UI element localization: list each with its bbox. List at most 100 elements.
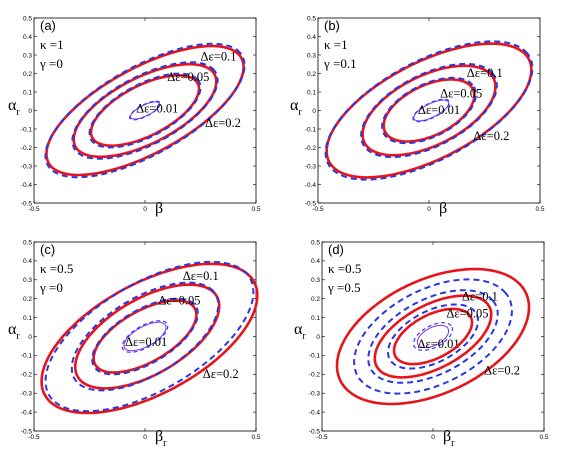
contour-label: Δε=0.1 [201, 50, 237, 64]
x-tick-label: -0.5 [28, 434, 40, 441]
contour-label: Δε=0.05 [158, 293, 200, 307]
y-axis-label-subscript: r [298, 107, 302, 118]
contour-label: Δε=0.05 [440, 87, 482, 101]
y-tick-label: 0.3 [23, 52, 32, 59]
contour-label: Δε=0.1 [183, 269, 219, 283]
y-tick-label: 0.3 [307, 52, 316, 59]
contour-dashed-3 [324, 40, 534, 181]
y-tick-label: 0 [28, 108, 32, 115]
contour-solid-3 [40, 262, 259, 415]
x-axis-label-subscript: r [451, 438, 455, 449]
y-tick-label: 0.1 [23, 89, 32, 96]
y-tick-label: 0.5 [23, 239, 32, 246]
y-tick-label: 0.1 [311, 315, 320, 322]
y-tick-label: -0.4 [21, 409, 33, 416]
x-tick-label: 0.5 [535, 206, 544, 213]
x-tick-label: -0.5 [28, 206, 40, 213]
contour-label: Δε=0.2 [203, 367, 239, 381]
param-label: κ =1 [40, 37, 64, 52]
contour-dashed-3 [44, 260, 255, 413]
y-axis-label-subscript: r [302, 331, 306, 342]
y-tick-label: -0.1 [21, 126, 33, 133]
y-tick-label: -0.3 [21, 163, 33, 170]
y-axis-label: αr [294, 321, 306, 342]
x-axis-label: β [439, 200, 447, 217]
y-tick-label: 0.4 [307, 34, 316, 41]
contour-dashed-3 [353, 278, 513, 395]
contour-label: Δε=0.2 [473, 129, 509, 143]
contour-dashed-0 [412, 98, 451, 123]
y-tick-label: 0.4 [311, 258, 320, 265]
x-axis-label-subscript: r [163, 438, 167, 449]
y-tick-label: 0.1 [23, 315, 32, 322]
param-label: γ =0 [39, 280, 63, 295]
y-tick-label: -0.1 [21, 353, 33, 360]
contour-label: Δε=0.1 [462, 290, 498, 304]
y-tick-label: -0.2 [309, 372, 321, 379]
contour-dashed-1 [381, 76, 477, 145]
contour-dashed-3 [44, 42, 246, 179]
panel-a: 0.5 0.4 0.3 0.2 0.1 0 -0.1 -0.2 -0.3 -0.4 -0.5-0.5… [8, 15, 261, 217]
y-tick-label: 0.2 [307, 71, 316, 78]
y-tick-label: -0.1 [309, 353, 321, 360]
contour-label: Δε=0.05 [446, 307, 488, 321]
contour-solid-2 [73, 283, 221, 390]
contour-dashed-2 [71, 61, 219, 160]
contour-label: Δε=0.2 [205, 116, 241, 130]
contour-label: Δε=0.01 [417, 337, 459, 351]
y-tick-label: 0.5 [307, 15, 316, 22]
panel-label: (d) [328, 242, 344, 257]
contour-solid-2 [373, 294, 493, 379]
contour-label: Δε=0.1 [467, 66, 503, 80]
panel-label: (b) [324, 18, 340, 33]
y-tick-label: 0.3 [311, 277, 320, 284]
contour-dashed-1 [91, 297, 199, 376]
y-tick-label: 0.3 [23, 277, 32, 284]
contour-label: Δε=0.01 [418, 103, 460, 117]
y-tick-label: 0.4 [23, 258, 32, 265]
x-tick-label: 0 [431, 434, 435, 441]
param-label: κ =0.5 [328, 261, 361, 276]
y-tick-label: 0 [28, 334, 32, 341]
panel-label: (a) [40, 18, 56, 33]
x-tick-label: 0.5 [251, 434, 260, 441]
y-tick-label: -0.4 [21, 182, 33, 189]
panel-d: 0.5 0.4 0.3 0.2 0.1 0 -0.1 -0.2 -0.3 -0.4 -0.5-0.5… [294, 239, 549, 449]
param-label: κ =0.5 [40, 261, 73, 276]
contour-dashed-2 [360, 63, 498, 158]
x-tick-label: 0 [143, 206, 147, 213]
y-tick-label: -0.2 [21, 145, 33, 152]
y-axis-label: αr [290, 97, 302, 118]
contour-solid-1 [89, 73, 201, 148]
contour-solid-3 [335, 267, 531, 406]
contour-label: Δε=0.01 [125, 335, 167, 349]
y-tick-label: -0.5 [309, 428, 321, 435]
y-tick-label: -0.3 [21, 391, 33, 398]
y-tick-label: 0.1 [307, 89, 316, 96]
contour-label: Δε=0.05 [167, 70, 209, 84]
x-axis-label: β [155, 200, 163, 217]
contour-solid-0 [416, 324, 450, 349]
x-tick-label: 0.5 [251, 206, 260, 213]
y-tick-label: -0.5 [305, 200, 317, 207]
contour-dashed-2 [70, 281, 220, 392]
y-tick-label: -0.2 [21, 372, 33, 379]
y-tick-label: 0 [316, 334, 320, 341]
y-tick-label: 0.2 [311, 296, 320, 303]
contour-dashed-2 [367, 289, 499, 384]
contour-dashed-0 [129, 100, 161, 121]
contour-dashed-0 [412, 322, 454, 351]
y-axis-label-subscript: r [16, 331, 20, 342]
param-label: γ =0.1 [323, 56, 357, 71]
panel-b: 0.5 0.4 0.3 0.2 0.1 0 -0.1 -0.2 -0.3 -0.4 -0.5-0.5… [290, 15, 545, 217]
y-tick-label: 0.2 [23, 296, 32, 303]
param-label: γ =0.5 [327, 280, 361, 295]
y-tick-label: -0.3 [305, 163, 317, 170]
y-axis-label-subscript: r [16, 107, 20, 118]
panel-c: 0.5 0.4 0.3 0.2 0.1 0 -0.1 -0.2 -0.3 -0.4 -0.5-0.5… [8, 239, 261, 449]
y-tick-label: -0.2 [305, 145, 317, 152]
x-tick-label: 0 [143, 434, 147, 441]
param-label: γ =0 [39, 56, 63, 71]
contour-dashed-0 [121, 320, 169, 353]
x-tick-label: 0.5 [539, 434, 548, 441]
